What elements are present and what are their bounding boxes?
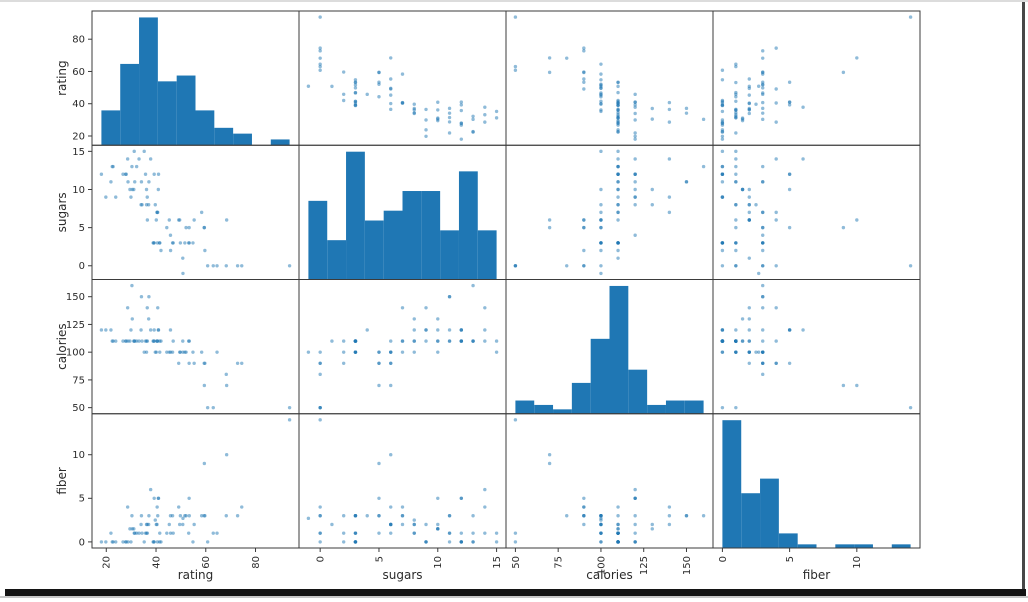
x-axis-label-sugars: sugars — [382, 568, 422, 582]
scatter-calories-vs-sugars — [513, 149, 706, 276]
scatter-fiber-vs-rating — [720, 15, 913, 141]
svg-text:5: 5 — [374, 556, 385, 562]
scatter-calories-vs-rating — [513, 15, 706, 141]
hist-calories — [515, 285, 704, 414]
hist-rating — [101, 17, 290, 146]
scatter-rating-vs-calories — [99, 283, 292, 410]
y-ticks-calories: 50 75 100 125 150 — [66, 292, 92, 414]
svg-text:5: 5 — [79, 223, 85, 234]
frame-bottom-line — [0, 596, 1028, 598]
scatter-sugars-vs-fiber — [306, 418, 499, 544]
y-axis-label-rating: rating — [55, 60, 69, 96]
svg-text:100: 100 — [596, 556, 607, 575]
svg-text:20: 20 — [72, 131, 85, 142]
x-ticks-fiber: 0 5 10 — [718, 548, 863, 569]
scatter-rating-vs-fiber — [99, 418, 292, 544]
y-axis-label-sugars: sugars — [55, 192, 69, 232]
svg-text:10: 10 — [72, 450, 85, 461]
svg-text:5: 5 — [79, 494, 85, 505]
svg-text:15: 15 — [492, 556, 503, 569]
x-ticks-calories: 50 75 100 125 150 — [511, 548, 693, 575]
panel-borders — [91, 10, 921, 549]
svg-text:75: 75 — [72, 375, 85, 386]
svg-text:80: 80 — [72, 35, 85, 46]
svg-text:125: 125 — [639, 556, 650, 575]
svg-text:75: 75 — [554, 556, 565, 569]
x-axis-label-rating: rating — [178, 568, 214, 582]
y-axis-label-fiber: fiber — [55, 467, 69, 495]
svg-text:60: 60 — [72, 67, 85, 78]
svg-text:40: 40 — [151, 556, 162, 569]
scatter-calories-vs-fiber — [513, 418, 706, 544]
hist-fiber — [722, 420, 911, 548]
svg-text:10: 10 — [72, 185, 85, 196]
scatter-fiber-vs-calories — [720, 283, 913, 410]
scatter-sugars-vs-calories — [306, 283, 499, 410]
svg-text:0: 0 — [316, 556, 327, 562]
x-axis-label-calories: calories — [586, 568, 633, 582]
frame-right-border — [1022, 2, 1025, 594]
y-ticks-rating: 20 40 60 80 — [72, 35, 92, 142]
x-ticks-rating: 20 40 60 80 — [102, 548, 262, 569]
y-axis-label-calories: calories — [55, 323, 69, 370]
svg-text:20: 20 — [102, 556, 113, 569]
y-ticks-sugars: 0 5 10 15 — [72, 147, 92, 272]
svg-text:150: 150 — [682, 556, 693, 575]
svg-text:0: 0 — [79, 261, 85, 272]
svg-text:0: 0 — [718, 556, 729, 562]
svg-text:100: 100 — [66, 348, 85, 359]
svg-text:15: 15 — [72, 147, 85, 158]
svg-text:10: 10 — [852, 556, 863, 569]
frame-top-border — [0, 0, 1028, 2]
svg-text:50: 50 — [511, 556, 522, 569]
x-axis-label-fiber: fiber — [803, 568, 831, 582]
svg-text:125: 125 — [66, 320, 85, 331]
frame-bottom-shadow — [5, 589, 1026, 596]
scatter-rating-vs-sugars — [99, 149, 292, 276]
svg-text:50: 50 — [72, 403, 85, 414]
svg-text:10: 10 — [433, 556, 444, 569]
svg-text:150: 150 — [66, 292, 85, 303]
svg-text:40: 40 — [72, 99, 85, 110]
svg-text:0: 0 — [79, 537, 85, 548]
svg-text:60: 60 — [201, 556, 212, 569]
svg-text:80: 80 — [251, 556, 262, 569]
scatter-fiber-vs-sugars — [720, 149, 913, 276]
scatter-sugars-vs-rating — [306, 15, 499, 141]
x-ticks-sugars: 0 5 10 15 — [316, 548, 503, 569]
svg-text:5: 5 — [785, 556, 796, 562]
y-ticks-fiber: 0 5 10 — [72, 450, 92, 548]
hist-sugars — [308, 151, 497, 280]
